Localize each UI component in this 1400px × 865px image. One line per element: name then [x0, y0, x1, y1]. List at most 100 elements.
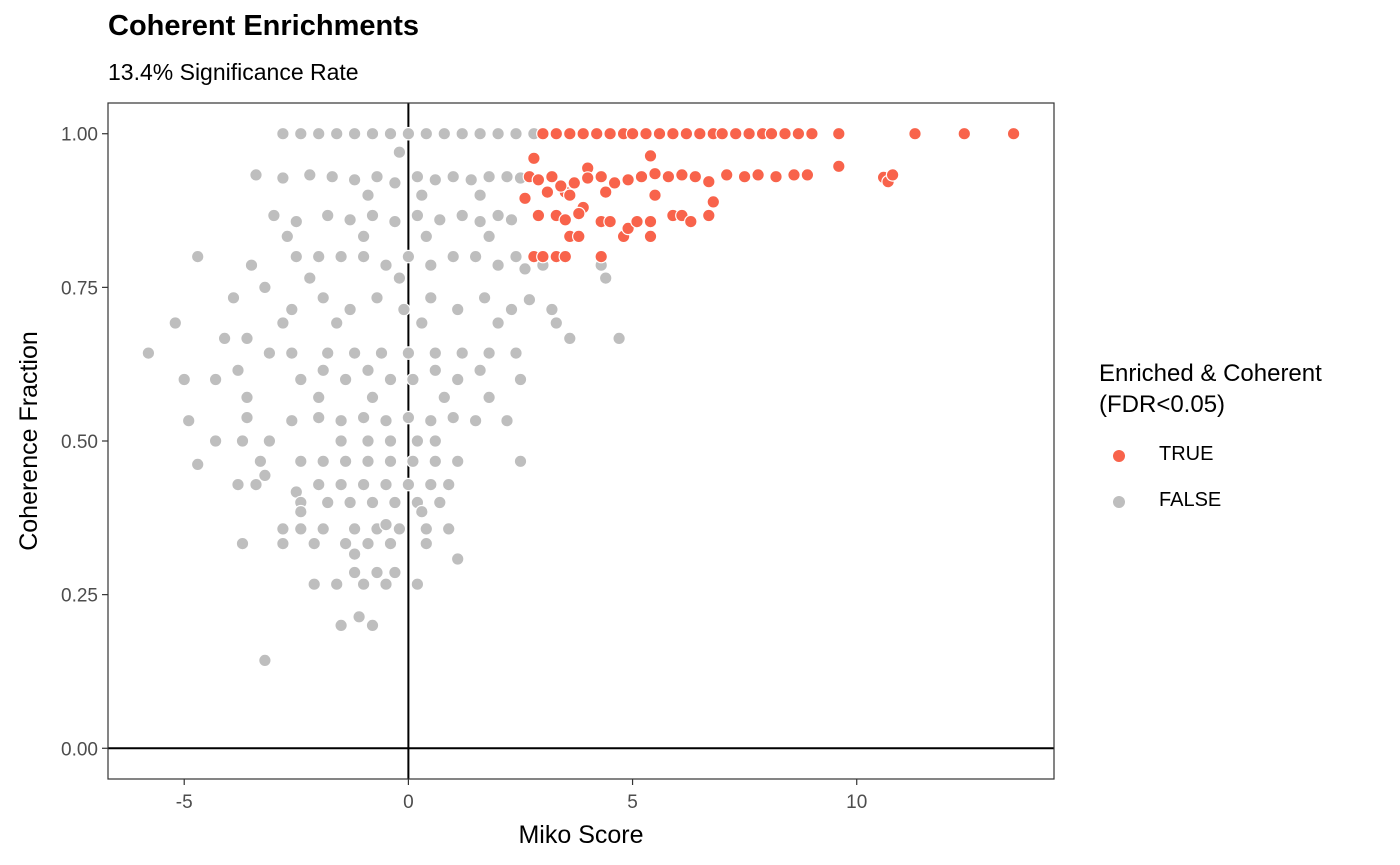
data-point-false: [168, 316, 183, 330]
data-point-false: [190, 249, 205, 264]
data-point-false: [356, 410, 371, 425]
data-point-true: [536, 249, 550, 264]
legend: Enriched & Coherent (FDR<0.05) TRUE FALS…: [1099, 358, 1322, 511]
data-point-false: [284, 346, 299, 360]
data-point-true: [643, 229, 658, 244]
data-point-true: [639, 126, 653, 141]
data-point-false: [549, 316, 564, 330]
data-point-false: [446, 169, 460, 184]
data-point-true: [648, 166, 662, 181]
x-axis-label: Miko Score: [518, 821, 643, 849]
data-point-false: [406, 372, 420, 387]
data-point-false: [293, 504, 308, 519]
data-point-false: [240, 390, 254, 405]
data-point-false: [379, 258, 393, 272]
data-point-false: [231, 477, 245, 492]
data-point-false: [419, 536, 434, 551]
data-point-true: [540, 185, 555, 199]
data-point-false: [338, 372, 353, 387]
data-point-false: [397, 302, 411, 317]
data-point-true: [607, 176, 622, 190]
data-point-true: [652, 126, 667, 141]
legend-key-false: [1113, 496, 1125, 508]
legend-item-false: FALSE: [1099, 487, 1299, 517]
y-tick-label: 0.50: [61, 432, 98, 453]
data-point-false: [500, 169, 514, 184]
data-point-false: [258, 653, 272, 668]
data-point-false: [347, 126, 362, 141]
data-point-false: [365, 495, 380, 510]
data-point-false: [293, 522, 308, 536]
data-point-false: [141, 346, 156, 360]
data-point-false: [423, 258, 438, 272]
data-point-false: [338, 454, 353, 469]
data-point-false: [504, 213, 519, 227]
data-point-false: [432, 495, 447, 510]
data-point-false: [289, 214, 304, 229]
data-point-false: [401, 346, 416, 360]
data-point-false: [491, 208, 505, 223]
data-point-false: [414, 316, 429, 330]
data-point-false: [450, 372, 465, 387]
data-point-true: [831, 126, 846, 141]
data-point-false: [334, 477, 348, 492]
data-point-false: [450, 552, 465, 566]
data-point-false: [356, 577, 371, 591]
data-point-false: [428, 454, 443, 469]
data-point-false: [311, 249, 326, 264]
data-point-false: [361, 434, 375, 448]
data-point-false: [311, 390, 326, 405]
data-point-false: [419, 126, 434, 141]
chart-title: Coherent Enrichments: [108, 10, 419, 42]
data-point-true: [764, 126, 779, 141]
data-point-true: [957, 126, 972, 141]
data-point-false: [231, 363, 245, 378]
data-point-true: [643, 214, 658, 229]
data-point-true: [701, 208, 716, 223]
data-point-true: [787, 168, 801, 182]
data-point-false: [388, 176, 402, 190]
data-point-false: [446, 249, 460, 264]
x-tick-label: 10: [846, 792, 867, 813]
data-point-false: [280, 229, 295, 244]
data-point-false: [410, 434, 425, 448]
data-point-false: [509, 346, 523, 360]
data-point-true: [536, 126, 550, 141]
data-point-false: [343, 213, 357, 227]
data-point-true: [571, 206, 586, 221]
data-point-false: [284, 302, 299, 317]
data-point-false: [473, 126, 487, 141]
data-point-true: [630, 214, 644, 229]
data-point-true: [791, 126, 806, 141]
data-point-false: [338, 536, 353, 551]
data-point-false: [316, 454, 330, 469]
data-point-true: [737, 169, 752, 184]
data-point-false: [482, 346, 496, 360]
data-point-false: [235, 434, 250, 448]
data-point-true: [598, 185, 613, 199]
data-point-false: [406, 454, 420, 469]
data-point-false: [302, 168, 317, 182]
series-false-points: [141, 126, 626, 668]
data-point-false: [347, 522, 362, 536]
data-point-false: [455, 126, 469, 141]
data-point-true: [580, 171, 595, 185]
data-point-true: [675, 168, 689, 182]
data-point-false: [383, 536, 398, 551]
data-point-false: [253, 454, 268, 469]
data-point-false: [190, 457, 205, 472]
data-point-false: [334, 249, 348, 264]
data-point-false: [316, 363, 330, 378]
data-point-false: [316, 522, 330, 536]
data-point-false: [258, 280, 272, 295]
data-point-false: [522, 292, 537, 307]
data-point-true: [576, 126, 590, 141]
data-point-true: [603, 126, 617, 141]
data-point-false: [276, 536, 290, 551]
data-point-false: [401, 410, 416, 425]
data-point-true: [715, 126, 729, 141]
data-point-false: [374, 346, 389, 360]
data-point-false: [441, 477, 456, 492]
data-point-false: [181, 413, 196, 428]
data-point-false: [473, 363, 487, 378]
